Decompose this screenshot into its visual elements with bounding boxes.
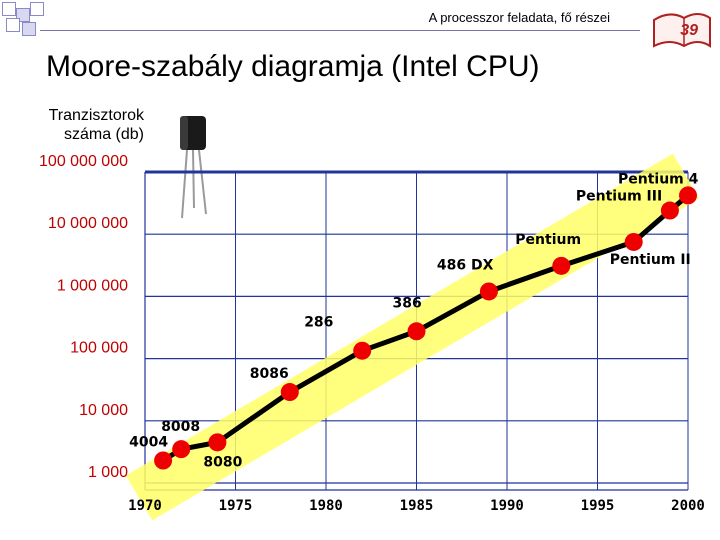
data-point	[479, 282, 498, 301]
page-title: Moore-szabály diagramja (Intel CPU)	[46, 50, 540, 83]
x-tick-label: 1970	[128, 498, 162, 514]
data-point	[280, 383, 299, 402]
point-label: 286	[304, 315, 333, 331]
data-point	[353, 341, 372, 360]
point-label: 4004	[129, 435, 168, 451]
y-axis-label: Tranzisztorok száma (db)	[48, 107, 144, 143]
transistor-image	[180, 116, 207, 219]
point-label: Pentium III	[576, 189, 662, 205]
data-point	[208, 433, 227, 452]
header-title: A processzor feladata, fő részei	[428, 10, 610, 25]
x-tick-label: 1975	[219, 498, 253, 514]
page-number: 39	[680, 22, 698, 39]
data-point	[552, 256, 571, 275]
data-point	[660, 201, 679, 220]
point-label: 8008	[161, 419, 200, 435]
point-label: Pentium II	[610, 252, 691, 268]
y-tick-label: 1 000	[88, 464, 128, 481]
x-tick-label: 1995	[581, 498, 615, 514]
point-label: 8080	[203, 454, 242, 470]
data-points	[154, 186, 697, 470]
y-tick-label: 1 000 000	[57, 277, 128, 294]
header-rule	[40, 30, 640, 31]
data-point	[624, 232, 643, 251]
point-label: 386	[393, 295, 422, 311]
y-tick-labels: 100 000 000 10 000 000 1 000 000 100 000 10 …	[39, 153, 128, 481]
point-label: 8086	[250, 366, 289, 382]
y-tick-label: 10 000	[79, 402, 128, 419]
x-tick-labels: 1970 1975 1980 1985 1990 1995 2000	[128, 498, 705, 514]
point-label: 486 DX	[437, 257, 494, 273]
point-label: Pentium	[515, 232, 581, 248]
x-tick-label: 1985	[400, 498, 434, 514]
x-tick-label: 1980	[309, 498, 343, 514]
corner-decoration	[0, 0, 60, 40]
x-tick-label: 1990	[490, 498, 524, 514]
data-point	[172, 440, 191, 459]
book-icon	[653, 13, 711, 48]
y-tick-label: 10 000 000	[48, 215, 128, 232]
data-point	[407, 322, 426, 341]
data-point	[154, 451, 173, 470]
data-point	[679, 186, 697, 205]
x-tick-label: 2000	[671, 498, 705, 514]
point-label: Pentium 4	[618, 171, 699, 187]
y-tick-label: 100 000 000	[39, 153, 128, 170]
y-tick-label: 100 000	[70, 340, 128, 357]
